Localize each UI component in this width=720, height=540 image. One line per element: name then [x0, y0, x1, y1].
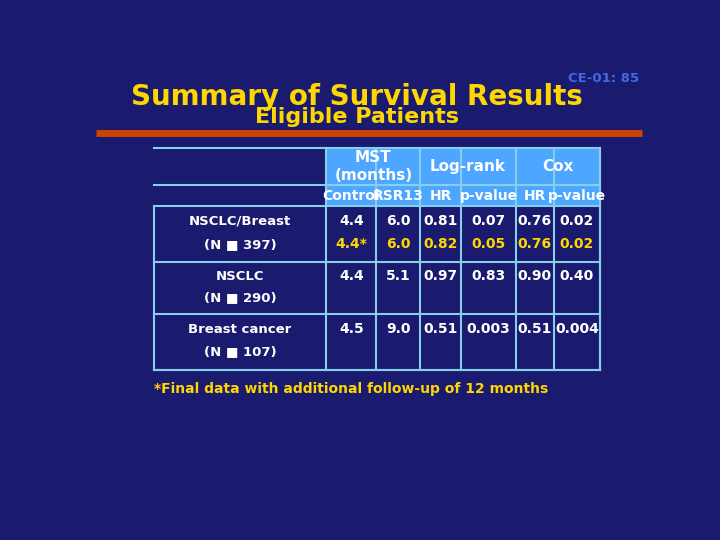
- Text: 0.07: 0.07: [472, 214, 505, 228]
- Text: Breast cancer: Breast cancer: [189, 323, 292, 336]
- Text: 0.40: 0.40: [559, 269, 594, 283]
- Text: 6.0: 6.0: [386, 237, 410, 251]
- Text: 0.76: 0.76: [518, 237, 552, 251]
- Text: (N ■ 107): (N ■ 107): [204, 346, 276, 359]
- Text: NSCLC: NSCLC: [216, 269, 264, 282]
- Text: 4.4: 4.4: [339, 214, 364, 228]
- Text: 0.02: 0.02: [559, 237, 594, 251]
- Text: 0.83: 0.83: [472, 269, 505, 283]
- FancyBboxPatch shape: [326, 262, 600, 314]
- FancyBboxPatch shape: [326, 206, 600, 262]
- Text: 4.4*: 4.4*: [336, 237, 367, 251]
- Text: Summary of Survival Results: Summary of Survival Results: [132, 83, 583, 111]
- Text: HR: HR: [430, 188, 452, 202]
- Text: NSCLC/Breast: NSCLC/Breast: [189, 215, 291, 228]
- Text: Cox: Cox: [542, 159, 573, 174]
- Text: CE-01: 85: CE-01: 85: [567, 72, 639, 85]
- FancyBboxPatch shape: [153, 314, 326, 370]
- Text: 0.81: 0.81: [423, 214, 458, 228]
- Text: 0.51: 0.51: [518, 322, 552, 336]
- Text: 9.0: 9.0: [386, 322, 410, 336]
- Text: 5.1: 5.1: [386, 269, 410, 283]
- FancyBboxPatch shape: [326, 148, 600, 206]
- Text: *Final data with additional follow-up of 12 months: *Final data with additional follow-up of…: [153, 382, 548, 396]
- Text: 0.51: 0.51: [423, 322, 458, 336]
- Text: HR: HR: [523, 188, 546, 202]
- Text: p-value: p-value: [548, 188, 606, 202]
- Text: 0.05: 0.05: [472, 237, 505, 251]
- FancyBboxPatch shape: [153, 206, 326, 262]
- Text: p-value: p-value: [459, 188, 518, 202]
- Text: 0.004: 0.004: [555, 322, 599, 336]
- FancyBboxPatch shape: [153, 262, 326, 314]
- Text: 0.90: 0.90: [518, 269, 552, 283]
- Text: 4.4: 4.4: [339, 269, 364, 283]
- Text: 6.0: 6.0: [386, 214, 410, 228]
- Text: (N ■ 290): (N ■ 290): [204, 291, 276, 304]
- Text: (N ■ 397): (N ■ 397): [204, 238, 276, 251]
- Text: 0.82: 0.82: [423, 237, 458, 251]
- Text: 4.5: 4.5: [339, 322, 364, 336]
- Text: 0.97: 0.97: [424, 269, 458, 283]
- Text: Control: Control: [323, 188, 380, 202]
- Text: RSR13: RSR13: [373, 188, 423, 202]
- Text: Eligible Patients: Eligible Patients: [256, 107, 459, 127]
- Text: 0.02: 0.02: [559, 214, 594, 228]
- FancyBboxPatch shape: [326, 314, 600, 370]
- Text: 0.76: 0.76: [518, 214, 552, 228]
- Text: MST
(months): MST (months): [334, 150, 413, 183]
- Text: 0.003: 0.003: [467, 322, 510, 336]
- Text: Log-rank: Log-rank: [430, 159, 506, 174]
